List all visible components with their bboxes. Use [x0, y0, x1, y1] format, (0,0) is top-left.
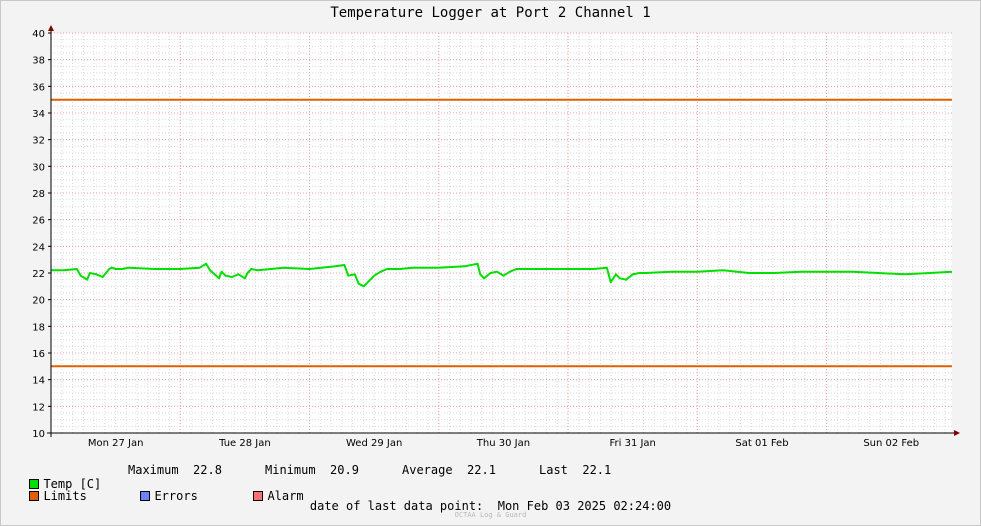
last-data-point-value: Mon Feb 03 2025 02:24:00 — [497, 499, 672, 513]
y-tick-label: 18 — [32, 322, 45, 333]
series — [51, 98, 953, 368]
stat-minimum-label: Minimum — [265, 463, 316, 477]
legend-label-temp: Temp [C] — [43, 477, 102, 491]
y-tick-label: 26 — [32, 216, 45, 227]
y-tick-label: 40 — [32, 29, 45, 40]
legend-swatch-errors — [140, 491, 151, 501]
chart-title: Temperature Logger at Port 2 Channel 1 — [330, 5, 651, 21]
credit-watermark: OCTAA Log & Guard — [454, 511, 527, 519]
x-tick-label: Fri 31 Jan — [609, 438, 655, 449]
y-tick-label: 22 — [32, 269, 45, 280]
legend-swatch-alarm — [253, 491, 264, 501]
y-tick-label: 10 — [32, 429, 45, 440]
x-tick-label: Thu 30 Jan — [476, 438, 530, 449]
legend-label-limits: Limits — [43, 489, 87, 503]
stat-maximum: Maximum 22.8 — [128, 463, 222, 477]
y-tick-label: 16 — [32, 349, 45, 360]
stat-average-label: Average — [402, 463, 453, 477]
y-axis-arrow-icon — [48, 25, 54, 31]
last-data-point: date of last data point: Mon Feb 03 2025… — [0, 499, 981, 513]
y-tick-label: 30 — [32, 162, 45, 173]
y-tick-label: 24 — [32, 242, 45, 253]
stat-minimum: Minimum 20.9 — [265, 463, 359, 477]
legend-row-1: Temp [C] — [15, 463, 101, 491]
legend-swatch-temp — [29, 479, 40, 489]
stat-minimum-value: 20.9 — [330, 463, 359, 477]
x-tick-label: Sun 02 Feb — [863, 438, 919, 449]
stat-maximum-value: 22.8 — [193, 463, 222, 477]
axes — [47, 25, 960, 437]
legend-alarm: Alarm — [239, 475, 304, 503]
legend-label-errors: Errors — [154, 489, 198, 503]
x-tick-label: Tue 28 Jan — [218, 438, 271, 449]
stat-average-value: 22.1 — [467, 463, 496, 477]
y-tick-label: 28 — [32, 189, 45, 200]
x-tick-label: Mon 27 Jan — [88, 438, 144, 449]
y-tick-label: 14 — [32, 376, 45, 387]
stat-last-value: 22.1 — [582, 463, 612, 477]
y-tick-label: 32 — [32, 136, 45, 147]
stat-average: Average 22.1 — [402, 463, 496, 477]
stat-maximum-label: Maximum — [128, 463, 179, 477]
y-tick-label: 34 — [32, 109, 45, 120]
grid — [50, 32, 952, 434]
y-tick-label: 20 — [32, 296, 45, 307]
stat-last-label: Last — [539, 463, 568, 477]
y-tick-label: 38 — [32, 56, 45, 67]
legend-errors: Errors — [126, 475, 198, 503]
y-tick-label: 36 — [32, 82, 45, 93]
legend-row-2: Limits — [15, 475, 87, 503]
series-line-temp — [51, 262, 953, 288]
x-tick-label: Wed 29 Jan — [346, 438, 402, 449]
last-data-point-label: date of last data point: — [309, 499, 484, 513]
y-tick-label: 12 — [32, 402, 45, 413]
x-tick-label: Sat 01 Feb — [735, 438, 788, 449]
x-axis-ticks: Mon 27 Jan Tue 28 Jan Wed 29 Jan Thu 30 Jan… — [88, 438, 919, 449]
y-axis-ticks: 10 12 14 16 18 20 22 24 26 28 30 32 34 36 38 40 — [32, 29, 51, 440]
x-axis-arrow-icon — [954, 430, 960, 436]
stat-last: Last 22.1 — [539, 463, 611, 477]
legend-label-alarm: Alarm — [267, 489, 304, 503]
legend-swatch-limits — [29, 491, 40, 501]
